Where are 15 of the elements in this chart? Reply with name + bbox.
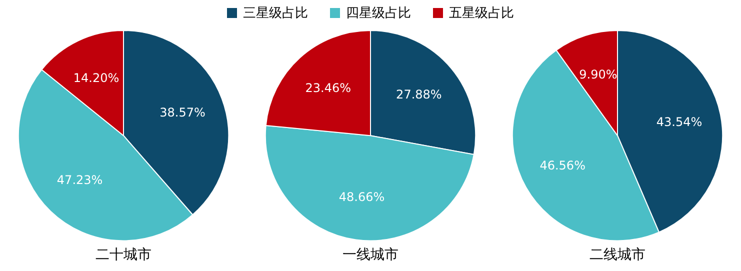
legend-label: 三星级占比 <box>243 5 308 22</box>
data-label: 27.88% <box>396 87 442 102</box>
legend-label: 五星级占比 <box>449 5 514 22</box>
data-label: 9.90% <box>579 68 618 82</box>
data-label: 14.20% <box>73 70 120 85</box>
text: 二线城市 <box>590 247 646 264</box>
data-label: 47.23% <box>56 173 103 188</box>
data-label: 38.57% <box>160 106 206 120</box>
legend-label: 四星级占比 <box>346 5 411 22</box>
data-label: 48.66% <box>338 190 385 204</box>
data-label: 43.54% <box>656 115 702 130</box>
text: 二十城市 <box>96 247 152 264</box>
text: 一线城市 <box>342 247 398 264</box>
data-label: 23.46% <box>305 81 351 96</box>
data-label: 46.56% <box>540 158 586 173</box>
